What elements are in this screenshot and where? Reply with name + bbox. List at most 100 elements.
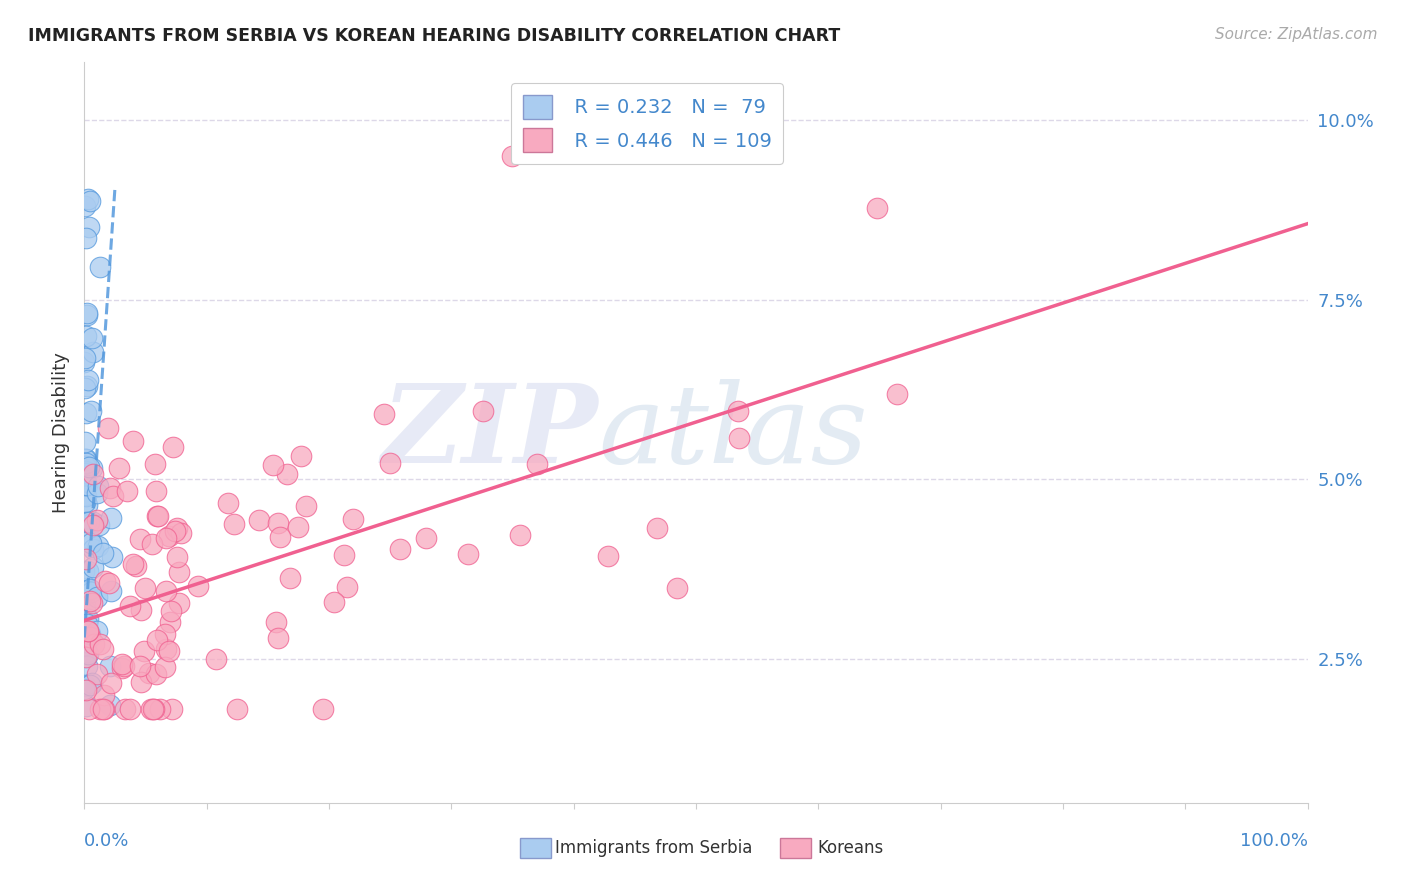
Point <box>170 526 193 541</box>
Point <box>86 485 108 500</box>
Point <box>76 379 98 393</box>
Point <box>75 477 97 491</box>
Point <box>114 702 136 716</box>
Text: Source: ZipAtlas.com: Source: ZipAtlas.com <box>1215 27 1378 42</box>
Point <box>155 641 177 656</box>
Point <box>80 331 103 345</box>
Point <box>249 512 271 526</box>
Point <box>76 647 98 661</box>
Point <box>312 702 335 716</box>
Point <box>89 702 111 716</box>
Point <box>82 467 104 481</box>
Point <box>73 434 96 449</box>
Point <box>76 306 98 320</box>
Point <box>98 698 121 712</box>
Point <box>373 407 395 421</box>
Point <box>73 629 96 643</box>
Point <box>75 464 97 478</box>
Point <box>79 194 101 209</box>
Point <box>389 541 412 556</box>
Point <box>457 548 479 562</box>
Point <box>146 509 169 524</box>
Point <box>80 676 103 690</box>
Point <box>267 631 290 645</box>
Point <box>89 637 111 651</box>
Point <box>77 612 100 626</box>
Point <box>79 627 101 641</box>
Point <box>128 533 150 547</box>
Point <box>129 659 152 673</box>
Point <box>278 571 301 585</box>
Point <box>93 642 115 657</box>
Point <box>76 645 98 659</box>
Point <box>143 457 166 471</box>
Point <box>77 516 100 530</box>
Point <box>153 627 176 641</box>
Point <box>129 603 152 617</box>
Point <box>141 537 163 551</box>
Point <box>82 542 104 557</box>
Point <box>91 545 114 559</box>
Point <box>287 519 309 533</box>
Text: atlas: atlas <box>598 379 868 486</box>
Point <box>79 678 101 692</box>
Point <box>138 665 160 680</box>
Point <box>86 512 108 526</box>
Point <box>80 585 103 599</box>
Point <box>75 699 97 714</box>
Point <box>526 457 548 471</box>
Point <box>143 702 166 716</box>
Point <box>82 517 104 532</box>
Point <box>73 488 96 502</box>
Point <box>77 564 100 578</box>
Point <box>87 479 110 493</box>
Point <box>73 494 96 508</box>
Point <box>79 702 101 716</box>
Point <box>129 675 152 690</box>
Point <box>75 451 97 466</box>
Point <box>93 702 115 716</box>
Point <box>77 219 100 234</box>
Point <box>295 499 318 513</box>
Point <box>76 478 98 492</box>
Point <box>162 440 184 454</box>
Point <box>91 702 114 716</box>
Legend:   R = 0.232   N =  79,   R = 0.446   N = 109: R = 0.232 N = 79, R = 0.446 N = 109 <box>510 83 783 164</box>
Point <box>226 702 249 716</box>
Point <box>159 529 181 543</box>
Point <box>77 531 100 545</box>
Point <box>75 650 97 665</box>
Point <box>77 373 100 387</box>
Point <box>322 594 344 608</box>
Point <box>139 702 162 716</box>
Point <box>75 451 97 466</box>
Point <box>82 559 104 574</box>
Point <box>75 456 97 470</box>
Point <box>79 582 101 596</box>
Point <box>75 603 97 617</box>
Point <box>73 458 96 473</box>
Point <box>98 481 121 495</box>
Text: Koreans: Koreans <box>817 839 883 857</box>
Point <box>471 404 494 418</box>
Text: 100.0%: 100.0% <box>1240 831 1308 849</box>
Point <box>111 657 134 672</box>
Point <box>75 649 97 664</box>
Point <box>73 355 96 369</box>
Point <box>75 406 97 420</box>
Point <box>86 667 108 681</box>
Point <box>75 380 97 394</box>
Point <box>112 659 135 673</box>
Point <box>866 201 889 215</box>
Point <box>76 659 98 673</box>
Point <box>222 517 245 532</box>
Point <box>79 631 101 645</box>
Text: IMMIGRANTS FROM SERBIA VS KOREAN HEARING DISABILITY CORRELATION CHART: IMMIGRANTS FROM SERBIA VS KOREAN HEARING… <box>28 27 841 45</box>
Point <box>100 510 122 524</box>
Point <box>160 604 183 618</box>
Point <box>76 583 98 598</box>
Point <box>380 456 402 470</box>
Point <box>75 683 97 698</box>
Point <box>134 643 156 657</box>
Point <box>75 489 97 503</box>
